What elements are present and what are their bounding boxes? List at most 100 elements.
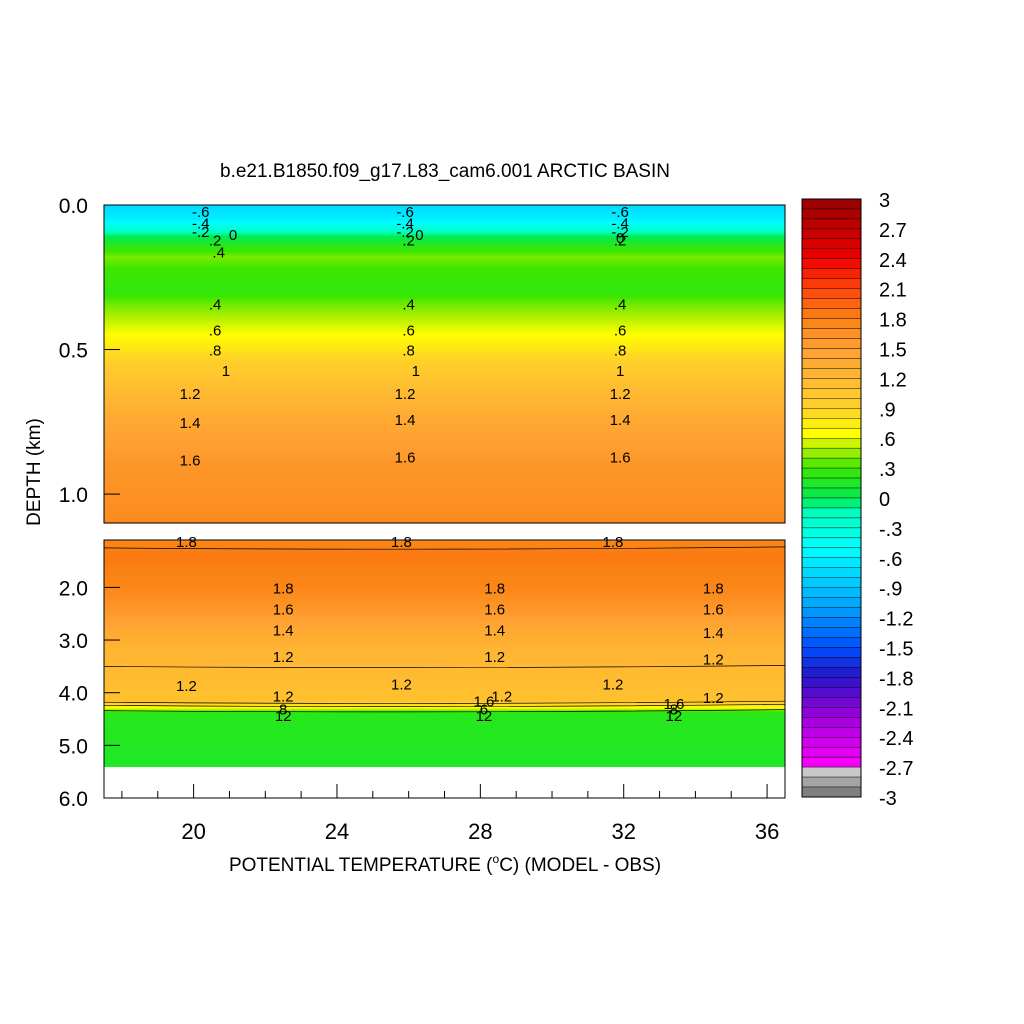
contour-band — [104, 726, 785, 728]
contour-band — [104, 409, 785, 411]
contour-band — [104, 286, 785, 288]
contour-band — [104, 516, 785, 518]
contour-band — [104, 337, 785, 339]
contour-band — [104, 635, 785, 637]
contour-band — [104, 450, 785, 452]
contour-band — [104, 753, 785, 755]
contour-band — [104, 423, 785, 425]
contour-band — [104, 231, 785, 233]
contour-band — [104, 745, 785, 747]
colorbar-bin — [801, 697, 862, 708]
contour-band — [104, 666, 785, 668]
contour-band — [104, 678, 785, 680]
contour-band — [104, 459, 785, 461]
contour-band — [104, 258, 785, 260]
colorbar-bin — [801, 457, 862, 469]
contour-band — [104, 657, 785, 659]
y-tick-label: 4.0 — [59, 683, 88, 706]
contour-band — [104, 211, 785, 213]
contour-label: 0 — [415, 227, 423, 244]
contour-band — [104, 672, 785, 674]
contour-label: .8 — [614, 343, 627, 360]
contour-band — [104, 662, 785, 664]
contour-band — [104, 308, 785, 310]
contour-band — [104, 602, 785, 604]
colorbar-bin — [801, 338, 862, 349]
contour-band — [104, 511, 785, 513]
contour-band — [104, 663, 785, 665]
contour-label: -.6 — [396, 204, 414, 221]
contour-band — [104, 642, 785, 644]
contour-band — [104, 599, 785, 601]
contour-band — [104, 259, 785, 261]
contour-band — [104, 396, 785, 398]
contour-band — [104, 682, 785, 684]
contour-band — [104, 411, 785, 413]
contour-band — [104, 448, 785, 450]
contour-band — [104, 366, 785, 368]
contour-label: 1.8 — [603, 534, 624, 551]
contour-band — [104, 460, 785, 462]
contour-band — [104, 235, 785, 237]
contour-label: 1.8 — [703, 580, 724, 597]
contour-band — [104, 400, 785, 402]
contour-label: .4 — [212, 244, 225, 261]
contour-band — [104, 580, 785, 582]
contour-band — [104, 407, 785, 409]
contour-band — [104, 748, 785, 750]
chart-title: b.e21.B1850.f09_g17.L83_cam6.001 ARCTIC … — [220, 161, 670, 182]
contour-band — [104, 552, 785, 554]
contour-band — [104, 679, 785, 681]
contour-band — [104, 284, 785, 286]
contour-band — [104, 341, 785, 343]
contour-band — [104, 746, 785, 748]
colorbar-bin — [801, 228, 862, 240]
colorbar-bin — [801, 637, 862, 648]
contour-band — [104, 253, 785, 255]
colorbar-bin — [801, 477, 862, 489]
contour-band — [104, 617, 785, 619]
contour-band — [104, 728, 785, 730]
contour-band — [104, 232, 785, 234]
contour-band — [104, 444, 785, 446]
contour-label: 8 — [279, 701, 287, 718]
contour-band — [104, 472, 785, 474]
contour-band — [104, 252, 785, 254]
contour-band — [104, 541, 785, 543]
contour-band — [104, 717, 785, 719]
contour-band — [104, 321, 785, 323]
contour-band — [104, 691, 785, 693]
contour-band — [104, 517, 785, 519]
contour-band — [104, 380, 785, 382]
contour-band — [104, 393, 785, 395]
contour-band — [104, 575, 785, 577]
y-tick-label: 6.0 — [59, 788, 88, 811]
contour-band — [104, 720, 785, 722]
contour-band — [104, 390, 785, 392]
contour-band — [104, 303, 785, 305]
contour-band — [104, 269, 785, 271]
contour-label: 1 — [616, 363, 624, 380]
contour-band — [104, 609, 785, 611]
contour-band — [104, 451, 785, 453]
contour-band — [104, 453, 785, 455]
contour-band — [104, 333, 785, 335]
contour-band — [104, 515, 785, 517]
contour-band — [104, 600, 785, 602]
contour-band — [104, 213, 785, 215]
colorbar-bin — [801, 487, 862, 499]
contour-band — [104, 556, 785, 558]
contour-label: .6 — [614, 322, 627, 339]
contour-band — [104, 630, 785, 632]
contour-label: 1.6 — [273, 601, 294, 618]
colorbar-bin — [801, 238, 862, 250]
contour-band — [104, 571, 785, 573]
contour-band — [104, 561, 785, 563]
contour-band — [104, 261, 785, 263]
contour-band — [104, 342, 785, 344]
contour-band — [104, 496, 785, 498]
contour-band — [104, 327, 785, 329]
contour-band — [104, 421, 785, 423]
contour-line — [103, 703, 786, 707]
